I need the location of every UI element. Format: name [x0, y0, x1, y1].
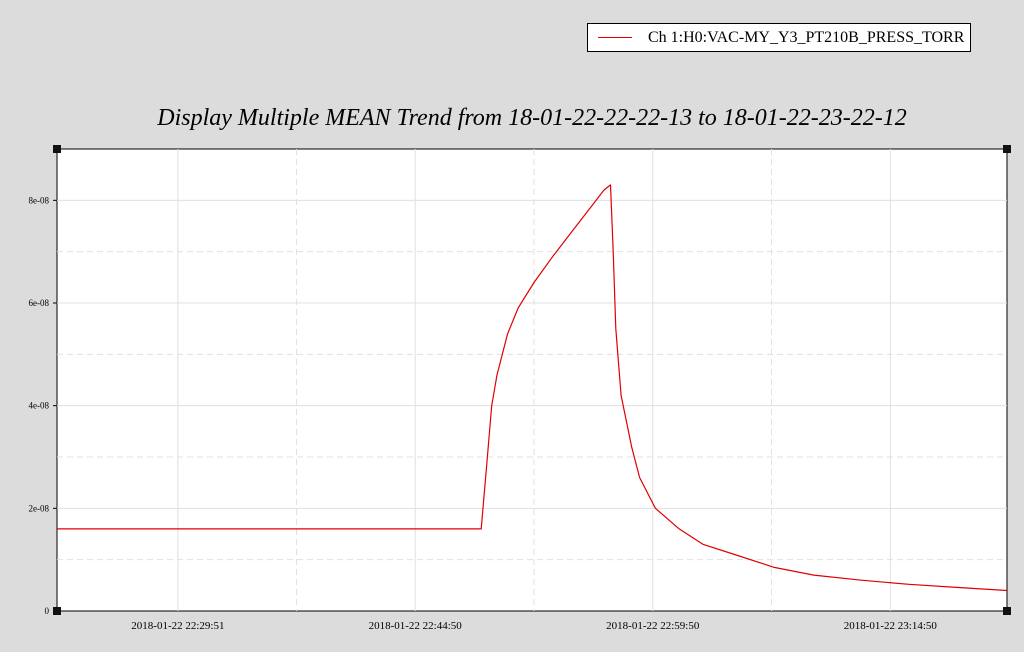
resize-handle: [53, 145, 61, 153]
y-tick-label: 2e-08: [29, 503, 50, 513]
x-tick-label: 2018-01-22 22:59:50: [606, 620, 700, 632]
resize-handle: [1003, 145, 1011, 153]
legend-label: Ch 1:H0:VAC-MY_Y3_PT210B_PRESS_TORR: [648, 28, 965, 46]
x-tick-label: 2018-01-22 23:14:50: [844, 620, 938, 632]
x-tick-label: 2018-01-22 22:29:51: [131, 620, 224, 632]
y-tick-label: 0: [45, 606, 50, 616]
resize-handle: [1003, 607, 1011, 615]
y-tick-label: 8e-08: [29, 195, 50, 205]
y-tick-label: 4e-08: [29, 401, 50, 411]
plot-area: [56, 148, 1008, 612]
y-tick-label: 6e-08: [29, 298, 50, 308]
legend-swatch: [598, 37, 632, 38]
resize-handle: [53, 607, 61, 615]
chart-title: Display Multiple MEAN Trend from 18-01-2…: [157, 105, 907, 131]
series-line: [57, 184, 1008, 592]
x-tick-label: 2018-01-22 22:44:50: [369, 620, 463, 632]
legend: Ch 1:H0:VAC-MY_Y3_PT210B_PRESS_TORR: [587, 23, 971, 52]
